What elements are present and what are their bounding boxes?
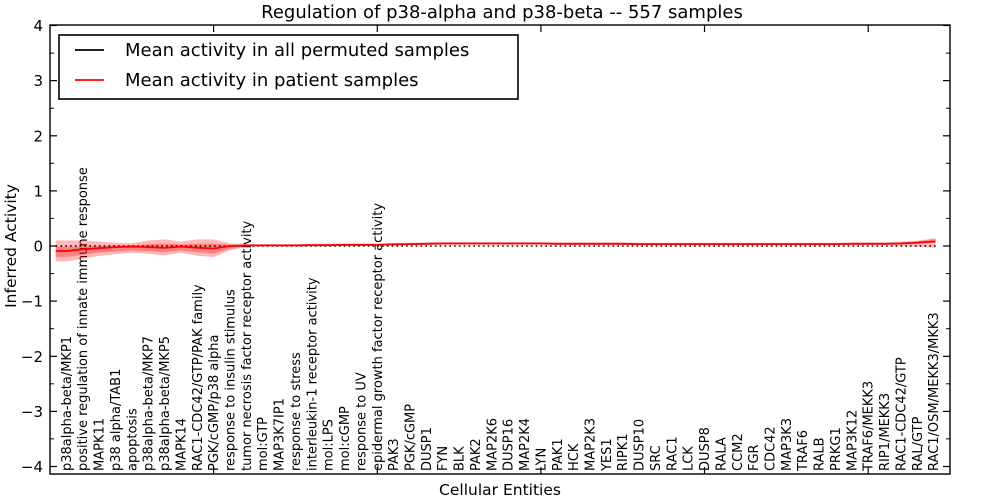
legend-label-patient: Mean activity in patient samples: [125, 70, 419, 91]
x-tick-label: MAP3K7IP1: [273, 398, 288, 471]
y-tick-label: −1: [21, 293, 43, 311]
chart-title: Regulation of p38-alpha and p38-beta -- …: [261, 2, 743, 23]
y-tick-label: 0: [33, 238, 43, 256]
x-tick-label: MAP2K3: [584, 418, 599, 471]
x-tick-label: mol:cGMP: [338, 406, 353, 471]
y-tick-label: −4: [21, 458, 43, 476]
x-tick-label: HCK: [567, 443, 582, 471]
y-tick-label: −2: [21, 348, 43, 366]
y-tick-label: 3: [33, 72, 43, 90]
x-tick-label: DUSP10: [633, 419, 648, 471]
x-axis-label: Cellular Entities: [439, 481, 561, 499]
legend: Mean activity in all permuted samples Me…: [58, 34, 519, 100]
x-tick-label: response to stress: [289, 352, 304, 471]
x-tick-label: MAPK14: [174, 418, 189, 471]
tick-marks: [50, 24, 950, 474]
x-tick-label: FGR: [747, 444, 762, 471]
x-tick-label: LYN: [534, 448, 549, 471]
x-tick-label: DUSP8: [698, 427, 713, 471]
x-tick-label: apoptosis: [125, 408, 140, 471]
x-tick-label: FYN: [436, 446, 451, 471]
x-tick-label: RIPK1: [616, 433, 631, 471]
plot-border: [49, 24, 951, 475]
x-tick-label: RAL/GTP: [911, 416, 926, 471]
x-tick-label: TRAF6: [796, 430, 811, 472]
x-tick-label: SRC: [649, 445, 664, 471]
confidence-bands: [55, 238, 936, 262]
x-tick-label: interleukin-1 receptor activity: [305, 277, 320, 471]
x-tick-label: mol:LPS: [322, 419, 337, 471]
x-tick-label: RAC1: [665, 436, 680, 471]
axes-frame: [49, 24, 951, 475]
x-tick-label: p38alpha-beta/MKP5: [158, 336, 173, 471]
x-tick-label: PGK/cGMP/p38 alpha: [207, 335, 222, 471]
x-tick-label: response to UV: [354, 372, 369, 471]
x-tick-label: CCM2: [731, 433, 746, 471]
x-tick-label: MAPK11: [93, 418, 108, 471]
x-tick-label: RAC1-CDC42/GTP/PAK family: [191, 284, 206, 471]
y-tick-label: −3: [21, 403, 43, 421]
x-tick-label: PAK1: [551, 438, 566, 471]
x-tick-label: p38 alpha/TAB1: [109, 369, 124, 471]
x-tick-label: epidermal growth factor receptor activit…: [371, 203, 386, 471]
x-tick-label: PAK3: [387, 438, 402, 471]
x-tick-label: CDC42: [764, 426, 779, 471]
x-tick-label: MAP2K4: [518, 418, 533, 471]
x-tick-label: PAK2: [469, 438, 484, 471]
x-tick-label: RALB: [813, 437, 828, 471]
x-tick-label: response to insulin stimulus: [224, 289, 239, 471]
x-tick-label: p38alpha-beta/MKP1: [60, 336, 75, 471]
x-tick-label: PRKG1: [829, 427, 844, 471]
patient-mean-line: [55, 240, 936, 252]
x-tick-label: BLK: [453, 446, 468, 471]
x-tick-label: YES1: [600, 438, 615, 472]
y-axis-label: Inferred Activity: [2, 184, 20, 308]
x-tick-label: MAP3K12: [845, 410, 860, 471]
x-tick-label: RAC1/OSM/MEKK3/MKK3: [927, 312, 942, 471]
x-tick-label: mol:GTP: [256, 417, 271, 471]
x-tick-label: DUSP16: [502, 419, 517, 471]
x-tick-label: positive regulation of innate immune res…: [76, 167, 91, 471]
x-tick-labels: p38alpha-beta/MKP1 positive regulation of…: [60, 167, 942, 472]
x-tick-label: PGK/cGMP: [404, 404, 419, 471]
legend-label-permuted: Mean activity in all permuted samples: [125, 40, 469, 61]
x-tick-label: MAP3K3: [780, 418, 795, 471]
x-tick-label: MAP2K6: [485, 418, 500, 471]
x-tick-label: RIP1/MEKK3: [878, 393, 893, 471]
y-tick-label: 4: [33, 17, 43, 35]
x-tick-label: TRAF6/MEKK3: [862, 381, 877, 472]
data-lines: [55, 240, 936, 252]
y-tick-label: 1: [33, 182, 43, 200]
y-tick-labels: 4 3 2 1 0 −1 −2 −3 −4: [21, 17, 43, 476]
y-tick-label: 2: [33, 127, 43, 145]
legend-box: [58, 34, 519, 100]
x-tick-label: DUSP1: [420, 427, 435, 471]
x-tick-label: LCK: [682, 446, 697, 471]
x-tick-label: RALA: [714, 437, 729, 471]
x-tick-label: tumor necrosis factor receptor activity: [240, 220, 255, 471]
x-tick-label: p38alpha-beta/MKP7: [142, 336, 157, 471]
x-tick-label: RAC1-CDC42/GTP: [894, 357, 909, 471]
